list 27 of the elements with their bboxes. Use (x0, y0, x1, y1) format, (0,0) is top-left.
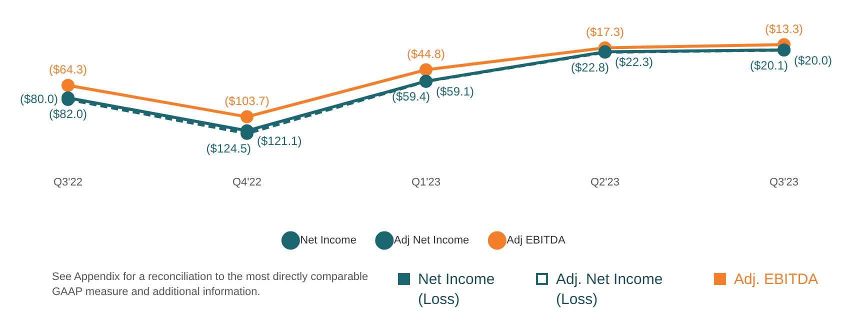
data-label: ($103.7) (224, 94, 270, 108)
text: Adj. EBITDA (734, 270, 820, 290)
data-label: ($121.1) (257, 134, 302, 148)
text: See Appendix for a reconciliation to the most directly comparable GAAP measure and additional information. (52, 270, 370, 300)
x-tick-label: Q2'23 (590, 176, 620, 188)
data-label: ($13.3) (764, 22, 804, 36)
data-label: ($17.3) (586, 25, 624, 40)
text: Adj. Net Income (Loss) (556, 270, 664, 310)
legend-label: Adj EBITDA (506, 234, 566, 247)
text: Net Income (Loss) (418, 270, 496, 310)
data-label: ($59.1) (436, 84, 474, 99)
data-label: ($64.3) (48, 62, 88, 77)
data-label: ($124.5) (206, 142, 251, 156)
legend-label: Adj Net Income (394, 234, 470, 247)
data-label: ($22.3) (615, 55, 654, 70)
x-tick-label: Q3'23 (769, 176, 799, 188)
data-label: ($20.1) (750, 58, 788, 72)
x-tick-label: Q3'22 (53, 176, 83, 188)
x-tick-label: Q4'22 (232, 176, 262, 188)
data-label: ($20.0) (794, 53, 832, 68)
data-label: ($22.8) (570, 60, 609, 75)
data-label: ($59.4) (392, 90, 430, 104)
data-label: ($82.0) (48, 106, 88, 121)
x-tick-label: Q1'23 (411, 176, 441, 188)
legend-label: Net Income (300, 234, 356, 247)
data-label: ($80.0) (20, 92, 58, 106)
data-label: ($44.8) (406, 47, 446, 62)
